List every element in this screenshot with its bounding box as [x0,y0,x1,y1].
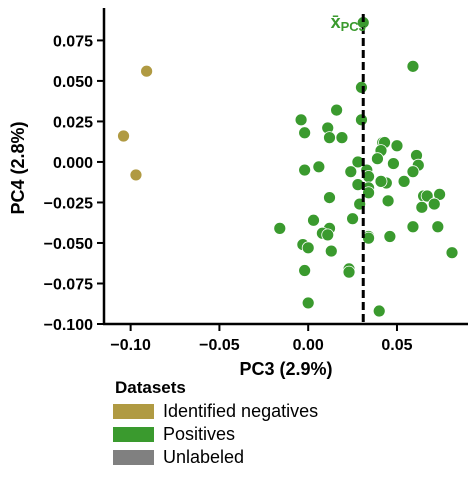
point-positives-32 [420,189,434,203]
point-positives-30 [362,186,375,200]
point-positives-38 [415,200,429,214]
point-positives-23 [406,165,420,179]
point-positives-41 [273,221,287,235]
point-positives-37 [427,197,441,211]
point-positives-12 [390,139,404,153]
point-identified-negatives-1 [117,129,130,143]
y-tick-label: −0.050 [44,236,93,253]
legend: Datasets Identified negatives Positives … [113,378,318,469]
point-positives-48 [406,220,420,234]
y-tick-label: 0.075 [53,33,93,50]
axes-layer: x̄PC3 −0.10 −0.05 0.00 0.05 0.075 0.050 0.025 0.… [44,8,468,354]
legend-label-positives: Positives [163,424,236,444]
x-tick-label: −0.10 [110,337,151,354]
point-positives-4 [294,113,308,127]
point-positives-55 [342,265,356,279]
y-tick-label: −0.075 [44,276,93,293]
point-positives-3 [330,103,344,117]
y-axis-label: PC4 (2.8%) [8,121,28,214]
legend-swatch-positives [113,427,154,442]
point-positives-51 [301,241,315,255]
point-positives-21 [387,157,400,170]
legend-item-unlabeled: Unlabeled [113,446,318,469]
point-positives-6 [298,126,312,140]
point-positives-57 [301,296,315,310]
legend-item-identified-negatives: Identified negatives [113,400,318,423]
point-positives-49 [431,220,445,234]
point-positives-18 [312,160,326,174]
legend-swatch-unlabeled [113,450,154,465]
point-positives-2 [355,81,368,94]
point-positives-44 [321,228,335,242]
point-positives-27 [397,174,411,188]
point-positives-9 [335,131,349,145]
legend-swatch-identified-negatives [113,404,154,419]
y-tick-label: 0.000 [53,155,93,172]
legend-label-identified-negatives: Identified negatives [163,401,319,421]
point-positives-39 [307,213,320,227]
legend-title: Datasets [115,378,186,397]
x-tick-label: 0.05 [381,337,412,354]
x-tick-label: −0.05 [199,337,240,354]
y-tick-label: −0.100 [44,317,93,334]
points-layer [117,16,459,318]
legend-label-unlabeled: Unlabeled [163,447,245,467]
point-positives-8 [323,131,336,145]
point-positives-52 [324,244,338,258]
y-tick-label: 0.050 [53,74,93,91]
point-positives-34 [323,191,336,205]
x-tick-label: 0.00 [293,337,324,354]
point-positives-22 [344,165,358,179]
point-identified-negatives-2 [129,168,143,182]
point-positives-56 [445,246,459,260]
point-positives-26 [374,174,388,188]
point-positives-19 [298,163,312,177]
point-identified-negatives-0 [140,64,154,78]
point-positives-33 [433,187,446,201]
point-positives-1 [406,59,420,73]
y-tick-label: 0.025 [53,114,93,131]
point-positives-40 [346,212,359,226]
point-positives-46 [362,231,375,245]
y-tick-label: −0.025 [44,195,93,212]
legend-item-positives: Positives [113,423,318,446]
point-positives-47 [383,230,397,243]
point-positives-35 [381,194,395,208]
point-positives-5 [355,113,368,127]
point-positives-15 [371,152,384,166]
point-positives-53 [298,264,312,277]
mean-line-label: x̄PC3 [331,12,366,34]
point-positives-58 [372,304,386,318]
x-axis-label: PC3 (2.9%) [239,359,332,379]
